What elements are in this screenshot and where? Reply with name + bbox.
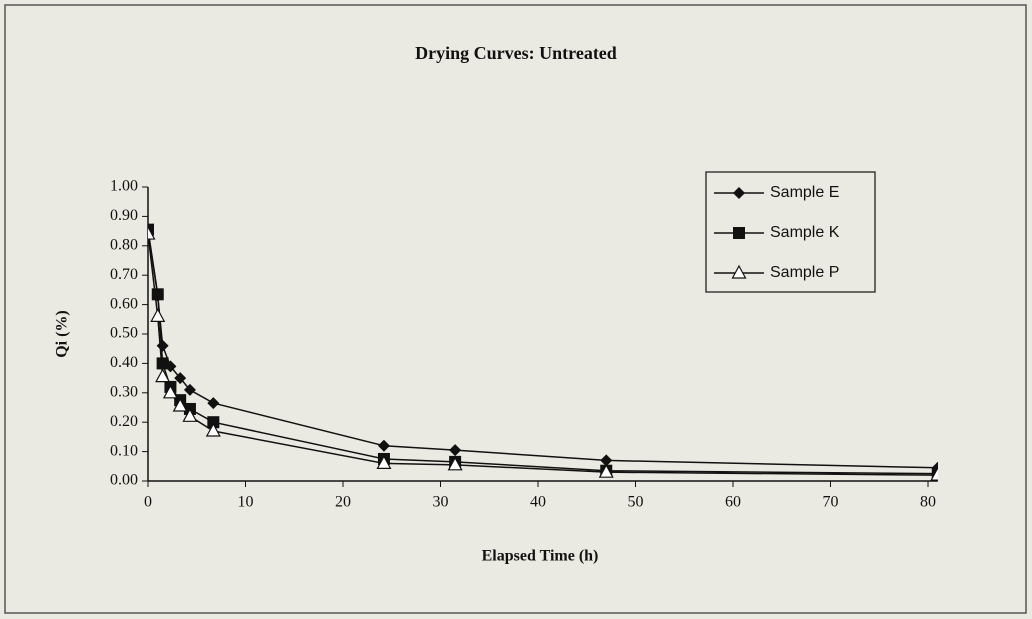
plot-area: [148, 223, 938, 481]
marker: [930, 466, 938, 481]
x-tick-label: 60: [725, 494, 741, 511]
y-axis-label: Qi (%): [54, 310, 71, 358]
x-tick-label: 20: [335, 494, 351, 511]
y-tick-label: 0.60: [110, 295, 138, 312]
legend-marker: [733, 227, 745, 239]
marker: [447, 456, 463, 471]
marker: [207, 416, 220, 429]
marker: [162, 384, 178, 399]
marker: [155, 368, 171, 383]
x-tick-label: 0: [144, 494, 152, 511]
marker: [172, 397, 188, 412]
marker: [207, 397, 220, 410]
marker: [182, 408, 198, 422]
x-axis-label: Elapsed Time (h): [482, 548, 599, 565]
x-tick-label: 80: [920, 494, 936, 511]
x-tick-label: 10: [238, 494, 254, 511]
marker: [156, 357, 169, 370]
y-tick-label: 0.40: [110, 354, 138, 371]
legend-label: Sample P: [770, 264, 839, 281]
marker: [377, 439, 390, 452]
y-tick-label: 1.00: [110, 178, 138, 195]
legend-marker: [733, 187, 745, 199]
x-tick-label: 70: [823, 494, 839, 511]
legend-label: Sample K: [770, 224, 840, 241]
y-tick-label: 0.30: [110, 383, 138, 400]
marker: [151, 288, 164, 301]
y-tick-label: 0.00: [110, 472, 138, 489]
chart-title: Drying Curves: Untreated: [415, 43, 617, 63]
marker: [150, 308, 166, 322]
marker: [174, 372, 187, 385]
legend-marker: [731, 264, 747, 279]
marker: [183, 383, 196, 396]
x-tick-label: 40: [530, 494, 546, 511]
y-tick-label: 0.80: [110, 236, 138, 253]
y-tick-label: 0.90: [110, 207, 138, 224]
y-tick-label: 0.20: [110, 413, 138, 430]
y-tick-label: 0.50: [110, 325, 138, 342]
marker: [449, 444, 462, 457]
x-tick-label: 50: [628, 494, 644, 511]
legend-label: Sample E: [770, 184, 839, 201]
y-tick-label: 0.70: [110, 266, 138, 283]
marker: [598, 463, 614, 478]
marker: [600, 454, 613, 467]
marker: [376, 455, 392, 469]
x-tick-label: 30: [433, 494, 449, 511]
chart-frame: [4, 4, 1027, 614]
y-tick-label: 0.10: [110, 442, 138, 459]
marker: [148, 223, 154, 236]
marker: [148, 225, 156, 240]
marker: [205, 422, 221, 437]
